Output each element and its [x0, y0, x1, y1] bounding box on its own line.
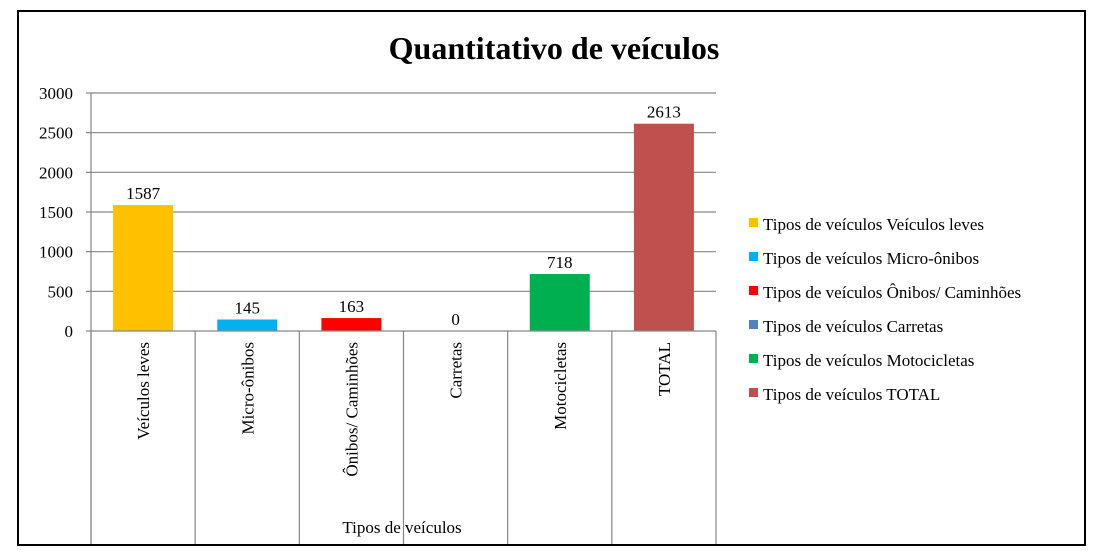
y-tick-label: 500 [48, 282, 74, 301]
data-label: 1587 [126, 184, 161, 203]
legend-swatch [749, 252, 758, 261]
y-tick-label: 2500 [39, 124, 73, 143]
y-tick-label: 1000 [39, 243, 73, 262]
y-tick-label: 0 [65, 322, 74, 341]
legend-label: Tipos de veículos Veículos leves [763, 215, 984, 234]
x-axis-title: Tipos de veículos [342, 518, 461, 537]
legend: Tipos de veículos Veículos leves Tipos de… [749, 215, 1021, 404]
data-label: 163 [339, 297, 365, 316]
bars: 1587 145 163 0 718 2613 [113, 103, 694, 332]
gridlines [86, 92, 716, 332]
chart-title: Quantitativo de veículos [389, 30, 720, 66]
category-label: TOTAL [655, 342, 674, 396]
y-tick-label: 3000 [39, 84, 73, 103]
y-tick-label: 1500 [39, 203, 73, 222]
chart-frame: Quantitativo de veículos 1587 145 163 0 718 2… [17, 10, 1086, 546]
legend-label: Tipos de veículos Micro-ônibos [763, 249, 979, 268]
legend-swatch [749, 388, 758, 397]
legend-label: Tipos de veículos Carretas [763, 317, 943, 336]
bar [633, 123, 694, 332]
data-label: 0 [451, 310, 460, 329]
category-label: Carretas [447, 342, 466, 399]
data-label: 2613 [647, 103, 681, 122]
legend-swatch [749, 320, 758, 329]
bar [529, 274, 590, 331]
legend-swatch [749, 286, 758, 295]
legend-swatch [749, 354, 758, 363]
bar [321, 318, 382, 331]
data-label: 145 [235, 298, 261, 317]
legend-label: Tipos de veículos TOTAL [763, 385, 940, 404]
bar [113, 205, 174, 331]
category-label: Veículos leves [134, 342, 153, 440]
legend-swatch [749, 218, 758, 227]
axes: 0 500 1000 1500 2000 2500 3000 Veículos leves Mi… [39, 84, 717, 544]
category-label: Motocicletas [551, 342, 570, 430]
category-label: Micro-ônibos [238, 342, 257, 435]
legend-label: Tipos de veículos Ônibos/ Caminhões [763, 283, 1021, 302]
bar [217, 319, 278, 331]
y-tick-label: 2000 [39, 163, 73, 182]
legend-label: Tipos de veículos Motocicletas [763, 351, 974, 370]
category-label: Ônibos/ Caminhões [342, 342, 361, 477]
data-label: 718 [547, 253, 573, 272]
bar-chart: Quantitativo de veículos 1587 145 163 0 718 2… [39, 30, 1021, 544]
